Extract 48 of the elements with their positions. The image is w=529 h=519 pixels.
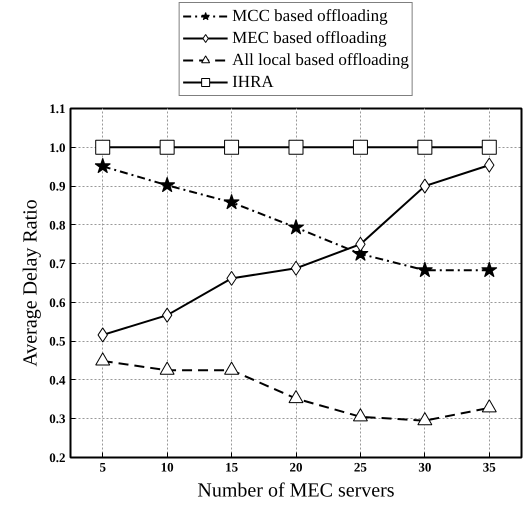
point xyxy=(226,270,237,286)
x-axis-title: Number of MEC servers xyxy=(197,480,395,502)
point xyxy=(162,308,172,323)
point xyxy=(95,352,110,366)
point xyxy=(352,140,368,155)
x-tick-label: 20 xyxy=(290,460,302,474)
point xyxy=(224,362,240,375)
x-tick-label: 15 xyxy=(225,460,239,474)
legend-label: MEC based offloading xyxy=(232,28,387,48)
point xyxy=(481,262,498,278)
point xyxy=(420,178,430,194)
point xyxy=(223,194,240,210)
y-tick-label: 0.7 xyxy=(49,256,66,272)
point xyxy=(288,219,304,235)
point xyxy=(288,390,304,404)
y-tick-label: 1.1 xyxy=(49,101,66,116)
point xyxy=(288,140,304,155)
point xyxy=(417,140,432,155)
point xyxy=(224,140,240,155)
point xyxy=(160,140,175,155)
y-tick-label: 0.8 xyxy=(49,217,66,232)
point xyxy=(416,262,433,278)
point xyxy=(95,140,110,155)
y-tick-label: 0.2 xyxy=(49,450,66,465)
x-tick-label: 30 xyxy=(418,460,432,474)
point xyxy=(352,408,368,422)
y-tick-label: 0.5 xyxy=(49,334,66,349)
point xyxy=(482,140,497,155)
point xyxy=(159,176,176,192)
y-tick-label: 0.3 xyxy=(49,411,66,426)
x-tick-label: 25 xyxy=(354,460,368,474)
point xyxy=(482,399,497,412)
legend-label: All local based offloading xyxy=(232,50,409,70)
x-tick-label: 10 xyxy=(160,460,174,474)
point xyxy=(417,412,432,426)
y-tick-label: 1.0 xyxy=(49,140,66,155)
x-tick-label: 5 xyxy=(99,460,106,474)
point xyxy=(94,158,111,174)
x-tick-label: 35 xyxy=(482,460,496,474)
legend-label: IHRA xyxy=(232,72,274,92)
y-axis-title: Average Delay Ratio xyxy=(19,199,42,367)
point xyxy=(160,362,175,375)
y-tick-label: 0.6 xyxy=(49,294,66,310)
legend-label: MCC based offloading xyxy=(232,6,388,26)
y-tick-label: 0.9 xyxy=(49,178,66,194)
point xyxy=(355,236,366,252)
y-tick-label: 0.4 xyxy=(49,372,66,388)
point xyxy=(290,260,302,276)
